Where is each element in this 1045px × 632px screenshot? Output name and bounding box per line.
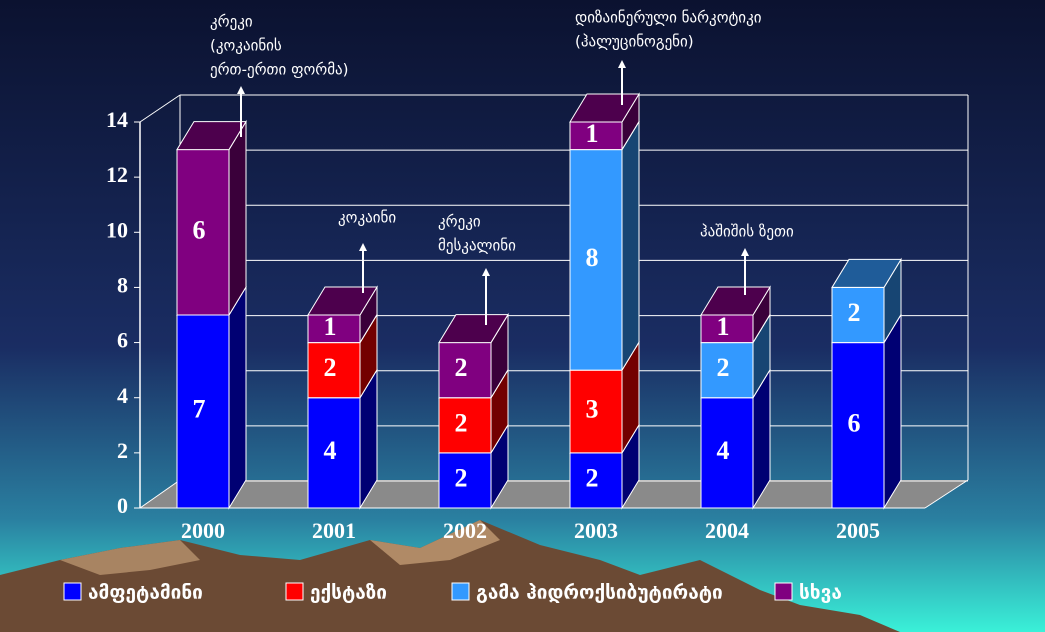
mountain-highlight xyxy=(370,520,500,565)
bar-top xyxy=(700,286,771,316)
arrow-head xyxy=(741,248,749,256)
data-label: 1 xyxy=(324,312,337,341)
arrow-head xyxy=(618,60,626,68)
legend-swatch xyxy=(63,582,82,601)
bar xyxy=(176,149,230,316)
legend-label: ექსტაზი xyxy=(310,582,387,604)
bar-side xyxy=(228,285,247,510)
x-tick-label: 2003 xyxy=(574,518,618,543)
legend-label: გამა ჰიდროქსიბუტირატი xyxy=(476,582,723,604)
bar xyxy=(569,121,623,151)
bar-top xyxy=(438,314,509,344)
bar-top xyxy=(831,258,902,288)
annotation: კრეკი xyxy=(438,213,481,231)
data-label: 7 xyxy=(193,394,206,423)
x-tick-label: 2001 xyxy=(312,518,356,543)
annotation: (ჰალუცინოგენი) xyxy=(575,33,694,51)
bar xyxy=(438,342,492,399)
data-label: 2 xyxy=(324,353,337,382)
bar xyxy=(307,342,361,399)
bar xyxy=(569,149,623,371)
y-tick-label: 0 xyxy=(117,493,128,518)
axis xyxy=(139,94,181,123)
data-label: 2 xyxy=(455,408,468,437)
annotation: კრეკი xyxy=(210,13,253,31)
y-tick-label: 10 xyxy=(106,217,128,242)
annotation: კოკაინი xyxy=(338,209,396,227)
mountain-highlight xyxy=(60,540,200,575)
data-label: 4 xyxy=(324,436,337,465)
bar xyxy=(307,397,361,509)
x-tick-label: 2000 xyxy=(181,518,225,543)
data-label: 2 xyxy=(455,353,468,382)
y-tick-label: 14 xyxy=(106,107,128,132)
legend-label: სხვა xyxy=(799,582,842,604)
legend-label: ამფეტამინი xyxy=(88,582,203,604)
x-tick-label: 2002 xyxy=(443,518,487,543)
annotation: დიზაინერული ნარკოტიკი xyxy=(575,9,762,27)
bar xyxy=(176,314,230,509)
axis xyxy=(924,479,969,509)
bar xyxy=(700,314,754,344)
annotation: ჰაშიშის ზეთი xyxy=(700,223,794,241)
bar-side xyxy=(621,119,640,372)
x-tick-label: 2005 xyxy=(836,518,880,543)
bar xyxy=(569,369,623,454)
y-tick-label: 6 xyxy=(117,328,128,353)
y-tick-label: 2 xyxy=(117,438,128,463)
legend-swatch xyxy=(285,582,304,601)
data-label: 4 xyxy=(717,436,730,465)
annotation: მესკალინი xyxy=(438,237,516,255)
y-tick-label: 4 xyxy=(117,383,128,408)
legend-swatch xyxy=(451,582,470,601)
data-label: 2 xyxy=(717,353,730,382)
data-label: 6 xyxy=(848,408,861,437)
data-label: 2 xyxy=(586,463,599,492)
data-label: 3 xyxy=(586,394,599,423)
bar xyxy=(438,452,492,509)
bar-top xyxy=(176,121,247,151)
bar xyxy=(307,314,361,344)
annotation: (კოკაინის xyxy=(210,37,282,55)
arrow-head xyxy=(482,268,490,276)
mountains xyxy=(0,520,900,632)
legend-swatch xyxy=(774,582,793,601)
bar xyxy=(700,342,754,399)
bar xyxy=(831,342,885,509)
data-label: 2 xyxy=(455,463,468,492)
bar xyxy=(831,286,885,344)
x-tick-label: 2004 xyxy=(705,518,749,543)
data-label: 6 xyxy=(193,215,206,244)
data-label: 2 xyxy=(848,298,861,327)
data-label: 1 xyxy=(717,312,730,341)
axis xyxy=(139,479,181,509)
arrow-head xyxy=(359,243,367,251)
bar-side xyxy=(228,119,247,317)
data-label: 1 xyxy=(586,119,599,148)
y-tick-label: 8 xyxy=(117,272,128,297)
arrow-head xyxy=(237,86,245,94)
y-tick-label: 12 xyxy=(106,162,128,187)
bar-top xyxy=(307,286,378,316)
annotation: ერთ-ერთი ფორმა) xyxy=(210,61,349,79)
data-label: 8 xyxy=(586,243,599,272)
bar xyxy=(569,452,623,509)
bar-side xyxy=(883,312,902,510)
